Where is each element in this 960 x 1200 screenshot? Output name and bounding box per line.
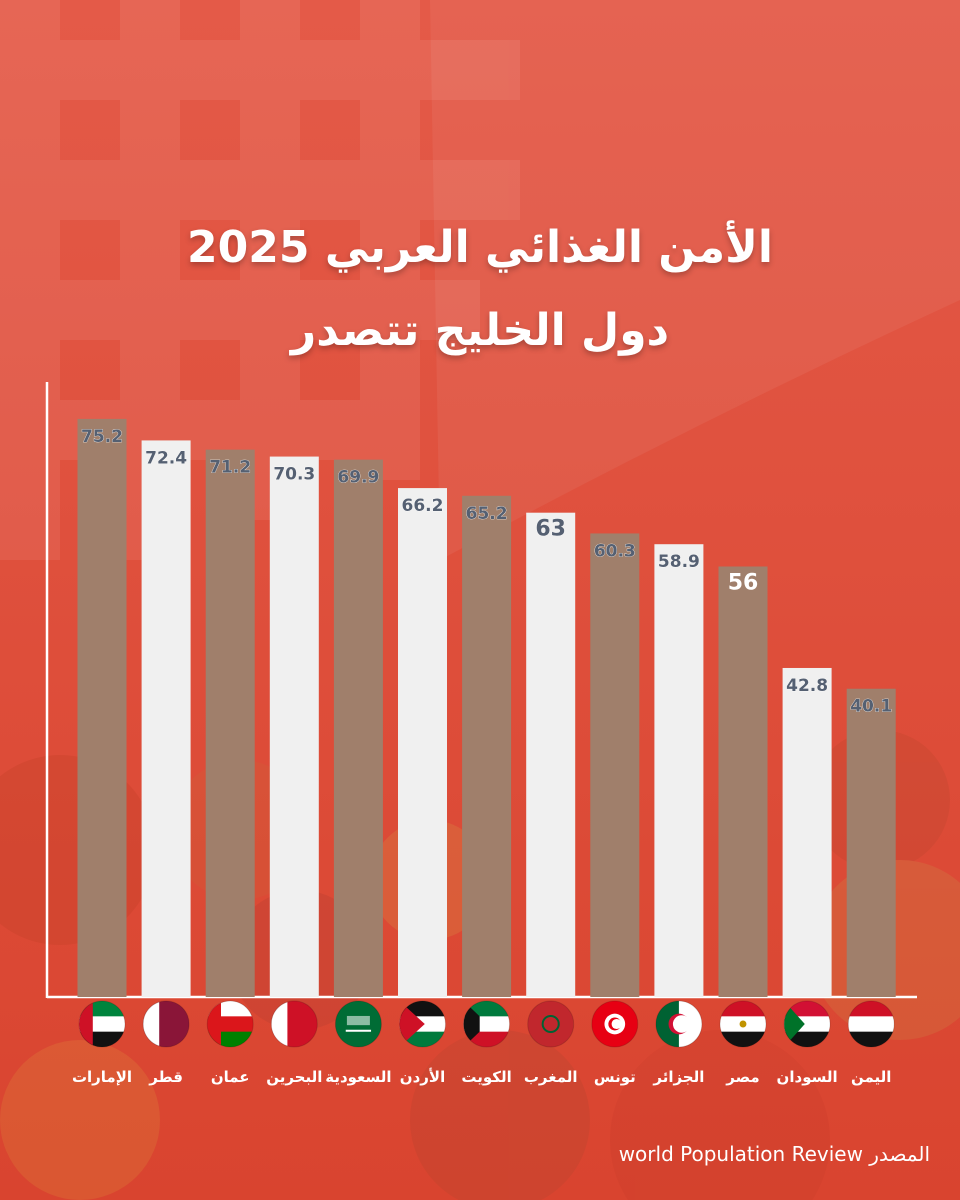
bar-8 bbox=[590, 533, 640, 997]
data-label-1: 72.4 bbox=[145, 448, 187, 468]
data-label-12: 40.1 bbox=[850, 697, 892, 717]
bar-9 bbox=[654, 544, 704, 997]
data-label-4: 69.9 bbox=[337, 468, 379, 488]
category-label-4: السعودية bbox=[325, 1068, 391, 1086]
tunisia-flag bbox=[591, 1000, 639, 1048]
category-label-1: قطر bbox=[148, 1068, 183, 1086]
category-label-10: مصر bbox=[725, 1068, 759, 1086]
oman-flag bbox=[206, 1000, 254, 1048]
uae-flag bbox=[78, 1000, 126, 1048]
category-label-3: البحرين bbox=[266, 1068, 322, 1086]
bar-2 bbox=[205, 449, 255, 997]
bar-7 bbox=[526, 512, 576, 997]
data-label-3: 70.3 bbox=[273, 465, 315, 485]
data-label-8: 60.3 bbox=[594, 541, 636, 561]
egypt-flag bbox=[719, 1000, 767, 1048]
source-name: world Population Review bbox=[618, 1142, 863, 1166]
data-label-7: 63 bbox=[535, 517, 566, 542]
data-label-6: 65.2 bbox=[466, 504, 508, 524]
kuwait-flag bbox=[463, 1000, 511, 1048]
source-note: world Population Review المصدر bbox=[619, 1142, 930, 1166]
qatar-flag bbox=[142, 1000, 190, 1048]
data-label-11: 42.8 bbox=[786, 676, 828, 696]
category-label-11: السودان bbox=[777, 1068, 838, 1086]
data-label-2: 71.2 bbox=[209, 458, 251, 478]
data-label-5: 66.2 bbox=[402, 496, 444, 516]
bar-1 bbox=[141, 440, 191, 997]
category-label-8: تونس bbox=[594, 1068, 636, 1086]
morocco-flag bbox=[527, 1000, 575, 1048]
jordan-flag bbox=[399, 1000, 446, 1048]
category-label-7: المغرب bbox=[524, 1068, 578, 1086]
bar-4 bbox=[333, 459, 383, 997]
bar-6 bbox=[462, 495, 512, 997]
category-label-5: الأردن bbox=[400, 1068, 445, 1086]
saudi-flag bbox=[334, 1000, 382, 1048]
algeria-flag bbox=[655, 1000, 703, 1048]
category-label-0: الإمارات bbox=[72, 1068, 132, 1086]
category-label-12: اليمن bbox=[851, 1068, 891, 1086]
category-label-2: عمان bbox=[211, 1068, 250, 1086]
sudan-flag bbox=[783, 1000, 831, 1048]
bar-12 bbox=[846, 688, 896, 997]
bar-3 bbox=[269, 456, 319, 998]
category-label-9: الجزائر bbox=[652, 1068, 704, 1086]
bar-11 bbox=[782, 667, 832, 997]
data-label-10: 56 bbox=[728, 571, 759, 596]
yemen-flag bbox=[847, 1000, 895, 1048]
source-label: المصدر bbox=[869, 1142, 930, 1166]
data-label-9: 58.9 bbox=[658, 552, 700, 572]
data-label-0: 75.2 bbox=[81, 427, 123, 447]
bahrain-flag bbox=[270, 1000, 318, 1048]
chart-title: الأمن الغذائي العربي 2025 bbox=[187, 222, 773, 273]
chart-subtitle: دول الخليج تتصدر bbox=[290, 305, 670, 356]
bar-0 bbox=[77, 418, 127, 997]
category-label-6: الكويت bbox=[461, 1068, 511, 1086]
bar-5 bbox=[398, 488, 447, 997]
bar-10 bbox=[718, 566, 768, 997]
